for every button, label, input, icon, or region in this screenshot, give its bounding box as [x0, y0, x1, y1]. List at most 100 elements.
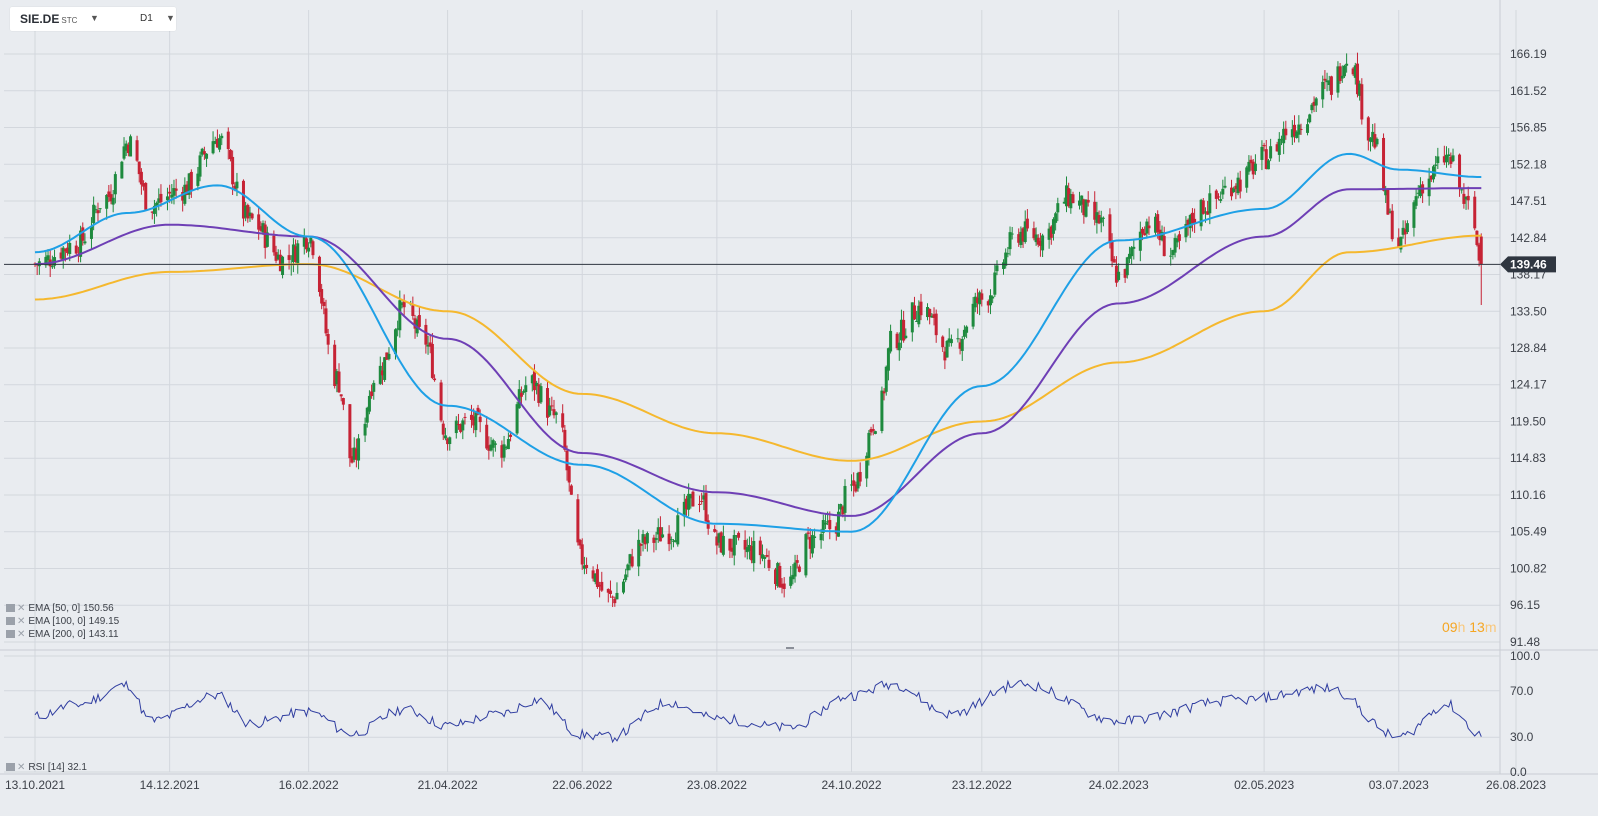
settings-icon[interactable] — [6, 630, 15, 638]
candle-body — [218, 138, 222, 150]
candle-body — [428, 342, 432, 347]
candle-body — [469, 414, 473, 420]
candle-body — [867, 432, 871, 460]
timeframe-label[interactable]: D1 — [140, 13, 153, 24]
candle — [902, 310, 906, 343]
candle — [1360, 78, 1364, 125]
close-icon[interactable]: ✕ — [17, 616, 26, 627]
candle — [578, 538, 582, 549]
candle — [904, 328, 908, 340]
candle — [1386, 187, 1390, 215]
candle-body — [476, 407, 480, 415]
candle-body — [107, 191, 111, 197]
grid-lines — [4, 10, 1517, 772]
candle-body — [732, 535, 736, 556]
candle — [1004, 248, 1008, 269]
candle — [880, 386, 884, 434]
candle — [339, 394, 343, 402]
candle-body — [1049, 226, 1053, 238]
candle — [1084, 199, 1088, 218]
candle-body — [1473, 196, 1477, 229]
candle — [915, 310, 919, 322]
candle-body — [956, 338, 960, 340]
close-icon[interactable]: ✕ — [17, 603, 26, 614]
candle-body — [441, 423, 445, 435]
settings-icon[interactable] — [6, 763, 15, 771]
candle-body — [233, 185, 237, 190]
candle-body — [1097, 215, 1101, 224]
candle — [715, 530, 719, 555]
candle-body — [1056, 203, 1060, 213]
candle — [606, 588, 610, 603]
candle — [472, 408, 476, 434]
candle — [539, 382, 543, 405]
candle-body — [580, 544, 584, 565]
candle-body — [645, 533, 649, 544]
candle-body — [1355, 63, 1359, 95]
candle-body — [1173, 237, 1177, 253]
candle — [1249, 155, 1253, 171]
candle-body — [917, 305, 921, 325]
candle — [189, 169, 193, 198]
candle — [899, 309, 903, 348]
candle — [643, 534, 647, 549]
candle-body — [765, 555, 769, 557]
candle-body — [656, 527, 660, 535]
candle-body — [760, 554, 764, 559]
candle — [152, 199, 156, 224]
candle-body — [1019, 231, 1023, 245]
candle-body — [1234, 185, 1238, 190]
settings-icon[interactable] — [6, 617, 15, 625]
candle — [1177, 230, 1181, 250]
candle-body — [63, 249, 67, 252]
candle — [215, 129, 219, 148]
candle — [489, 437, 493, 452]
candle-body — [509, 434, 513, 437]
caret-down-icon[interactable]: ▼ — [90, 13, 99, 23]
candle — [44, 251, 48, 268]
candle-body — [1360, 84, 1364, 120]
candle-body — [287, 255, 291, 260]
candle-body — [1188, 215, 1192, 229]
candle — [1010, 226, 1014, 240]
candle — [882, 388, 886, 401]
candle-body — [919, 301, 923, 316]
candle — [1064, 176, 1068, 213]
symbol-selector[interactable]: SIE.DE STC ▼ D1 ▼ — [10, 7, 176, 31]
candle — [1464, 196, 1468, 210]
settings-icon[interactable] — [6, 604, 15, 612]
candle — [552, 399, 556, 419]
candle — [1032, 221, 1036, 241]
candle — [326, 328, 330, 355]
candle-body — [945, 340, 949, 358]
candle — [750, 537, 754, 564]
candle — [1175, 235, 1179, 248]
candle-body — [1130, 247, 1134, 257]
date-axis-label: 24.02.2023 — [1089, 778, 1149, 792]
candle-body — [1008, 232, 1012, 250]
close-icon[interactable]: ✕ — [17, 629, 26, 640]
candle-body — [1329, 76, 1333, 95]
candle-body — [139, 171, 143, 185]
candle — [991, 295, 995, 304]
candle-body — [1390, 210, 1394, 240]
close-icon[interactable]: ✕ — [17, 762, 26, 773]
candle — [213, 136, 217, 145]
candle — [502, 435, 506, 462]
candle-body — [1199, 199, 1203, 227]
candle — [137, 161, 141, 183]
date-axis-label: 26.08.2023 — [1486, 778, 1546, 792]
candle — [626, 563, 630, 578]
candle — [884, 365, 888, 396]
candle-body — [439, 382, 443, 421]
candle-body — [548, 405, 552, 416]
rsi-axis-label: 30.0 — [1510, 730, 1534, 744]
candle-body — [357, 438, 361, 461]
candle — [850, 474, 854, 492]
candle — [819, 528, 823, 549]
caret-down-icon[interactable]: ▼ — [166, 13, 175, 23]
candle — [1266, 159, 1270, 170]
candle-body — [92, 204, 96, 224]
candle — [1036, 234, 1040, 248]
